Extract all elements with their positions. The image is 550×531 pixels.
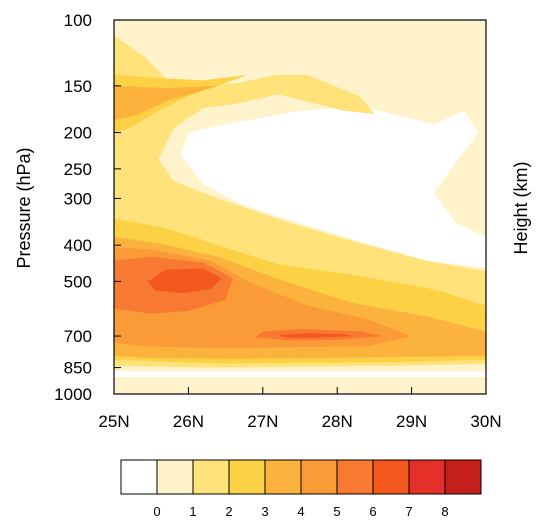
- colorbar-swatch: [228, 459, 266, 495]
- contour-region-7: [114, 85, 219, 120]
- colorbar-label: 0: [153, 504, 160, 519]
- colorbar-swatch: [372, 459, 410, 495]
- colorbar-label: 3: [261, 504, 268, 519]
- y-tick-label: 400: [64, 236, 92, 255]
- colorbar-swatch: [444, 459, 482, 495]
- y-tick-label: 100: [64, 11, 92, 30]
- x-tick-label: 30N: [470, 412, 501, 431]
- y-tick-label: 200: [64, 124, 92, 143]
- plot-frame: [113, 19, 487, 395]
- contour-region-2: [181, 106, 486, 268]
- colorbar-label: 4: [297, 504, 304, 519]
- y-axis-title: Pressure (hPa): [14, 147, 34, 268]
- x-tick-label: 25N: [98, 412, 129, 431]
- colorbar-swatch: [300, 459, 338, 495]
- y-tick-label: 150: [64, 77, 92, 96]
- colorbar-label: 7: [405, 504, 412, 519]
- colorbar: 0 1 2 3 4 5 6 7 8: [120, 459, 482, 519]
- colorbar-label: 1: [189, 504, 196, 519]
- x-tick-label: 29N: [396, 412, 427, 431]
- y-axis: 100 150 200 250 300 400 500 700 850 1000: [54, 11, 121, 404]
- contour-region-14: [415, 290, 453, 299]
- y-axis-right-title: Height (km): [511, 161, 531, 254]
- y-tick-label: 1000: [54, 385, 92, 404]
- colorbar-swatch: [336, 459, 374, 495]
- contour-fills: [114, 20, 486, 394]
- x-tick-label: 26N: [173, 412, 204, 431]
- y-tick-label: 700: [64, 327, 92, 346]
- colorbar-label: 6: [369, 504, 376, 519]
- colorbar-swatch: [264, 459, 302, 495]
- contour-region-3: [114, 376, 486, 394]
- y-tick-label: 500: [64, 272, 92, 291]
- y-tick-label: 250: [64, 160, 92, 179]
- colorbar-label: 2: [225, 504, 232, 519]
- y-tick-label: 850: [64, 359, 92, 378]
- x-tick-label: 27N: [247, 412, 278, 431]
- colorbar-swatch: [408, 459, 446, 495]
- colorbar-label: 8: [441, 504, 448, 519]
- colorbar-label: 5: [333, 504, 340, 519]
- colorbar-swatch: [192, 459, 230, 495]
- colorbar-swatch: [156, 459, 194, 495]
- x-axis: 25N 26N 27N 28N 29N 30N: [98, 387, 502, 431]
- contour-region-12: [147, 268, 222, 294]
- colorbar-swatch: [120, 459, 158, 495]
- x-tick-label: 28N: [322, 412, 353, 431]
- y-tick-label: 300: [64, 189, 92, 208]
- contour-region-13: [277, 333, 353, 338]
